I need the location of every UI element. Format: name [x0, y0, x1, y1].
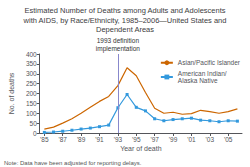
svg-text:Asian/Pacific Islander: Asian/Pacific Islander — [178, 59, 241, 66]
svg-text:with AIDS, by Race/Ethnicity,: with AIDS, by Race/Ethnicity, 1985–2006—… — [23, 16, 227, 25]
svg-text:Note: Data have been adjusted: Note: Data have been adjusted for report… — [4, 160, 142, 166]
svg-text:50: 50 — [30, 120, 38, 127]
svg-text:'05: '05 — [224, 136, 233, 143]
svg-text:100: 100 — [26, 110, 37, 117]
svg-text:Estimated Number of Deaths amo: Estimated Number of Deaths among Adults … — [25, 6, 226, 15]
svg-text:150: 150 — [26, 100, 37, 107]
svg-text:American Indian/: American Indian/ — [178, 70, 227, 77]
svg-text:0: 0 — [33, 130, 37, 137]
svg-text:Alaska Native: Alaska Native — [178, 77, 218, 84]
svg-text:'89: '89 — [77, 136, 86, 143]
svg-text:'99: '99 — [169, 136, 178, 143]
svg-text:350: 350 — [26, 60, 37, 67]
svg-text:'97: '97 — [150, 136, 159, 143]
svg-text:Dependent Areas: Dependent Areas — [96, 25, 154, 34]
svg-text:'85: '85 — [40, 136, 49, 143]
svg-text:'03: '03 — [206, 136, 215, 143]
svg-text:No. of deaths: No. of deaths — [8, 72, 15, 114]
svg-text:'93: '93 — [114, 136, 123, 143]
svg-text:400: 400 — [26, 51, 37, 58]
svg-text:300: 300 — [26, 70, 37, 77]
svg-text:'01: '01 — [187, 136, 196, 143]
svg-text:'91: '91 — [95, 136, 104, 143]
svg-text:Year of death: Year of death — [120, 145, 161, 152]
svg-text:implementation: implementation — [96, 45, 140, 53]
svg-text:1993 definition: 1993 definition — [97, 37, 140, 44]
svg-text:'95: '95 — [132, 136, 141, 143]
svg-text:200: 200 — [26, 90, 37, 97]
svg-text:'87: '87 — [58, 136, 67, 143]
svg-text:250: 250 — [26, 80, 37, 87]
